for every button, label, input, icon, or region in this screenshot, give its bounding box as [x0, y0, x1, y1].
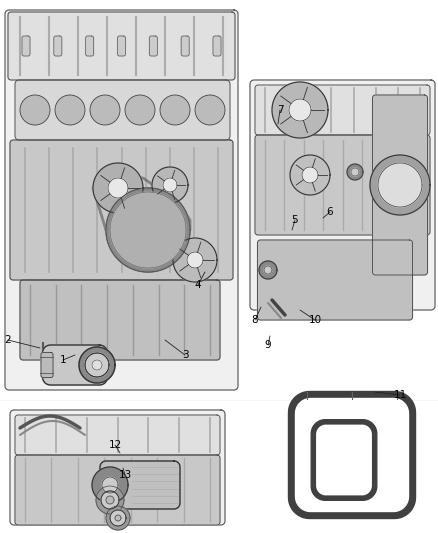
Polygon shape	[22, 36, 30, 56]
Polygon shape	[8, 12, 235, 80]
Polygon shape	[92, 467, 128, 503]
Polygon shape	[311, 419, 377, 500]
Polygon shape	[264, 266, 272, 274]
Polygon shape	[163, 178, 177, 192]
Polygon shape	[372, 95, 427, 275]
Text: 8: 8	[252, 315, 258, 325]
Polygon shape	[255, 85, 430, 135]
Polygon shape	[347, 164, 363, 180]
Polygon shape	[106, 188, 190, 272]
Polygon shape	[132, 214, 164, 246]
Polygon shape	[106, 188, 190, 272]
Polygon shape	[115, 515, 121, 521]
Polygon shape	[92, 360, 102, 370]
Polygon shape	[181, 36, 189, 56]
Polygon shape	[10, 140, 233, 280]
Polygon shape	[54, 36, 62, 56]
Text: 12: 12	[108, 440, 122, 450]
Polygon shape	[86, 36, 94, 56]
Polygon shape	[152, 167, 188, 203]
Polygon shape	[106, 496, 114, 504]
Polygon shape	[110, 510, 126, 526]
Polygon shape	[258, 240, 413, 320]
Polygon shape	[149, 36, 157, 56]
Polygon shape	[302, 167, 318, 183]
Text: 6: 6	[327, 207, 333, 217]
Polygon shape	[272, 82, 328, 138]
Polygon shape	[108, 178, 128, 198]
Polygon shape	[351, 168, 359, 176]
Text: 11: 11	[393, 390, 406, 400]
Text: 5: 5	[292, 215, 298, 225]
Circle shape	[90, 95, 120, 125]
Polygon shape	[79, 347, 115, 383]
Polygon shape	[378, 163, 422, 207]
Polygon shape	[173, 238, 217, 282]
Text: 9: 9	[265, 340, 271, 350]
Text: 2: 2	[5, 335, 11, 345]
Circle shape	[125, 95, 155, 125]
Polygon shape	[101, 491, 119, 509]
Polygon shape	[106, 506, 130, 530]
Polygon shape	[5, 10, 238, 390]
Polygon shape	[20, 280, 220, 360]
Polygon shape	[289, 99, 311, 121]
Text: 1: 1	[60, 355, 66, 365]
Polygon shape	[93, 163, 143, 213]
Polygon shape	[110, 192, 186, 268]
Circle shape	[55, 95, 85, 125]
Polygon shape	[296, 399, 409, 512]
Polygon shape	[255, 135, 430, 235]
Polygon shape	[85, 353, 109, 377]
Text: 3: 3	[182, 350, 188, 360]
Polygon shape	[10, 410, 225, 525]
Polygon shape	[100, 461, 180, 509]
Polygon shape	[370, 155, 430, 215]
Circle shape	[195, 95, 225, 125]
Text: 13: 13	[118, 470, 132, 480]
Polygon shape	[187, 252, 203, 268]
Polygon shape	[250, 80, 435, 310]
Text: 7: 7	[277, 105, 283, 115]
Polygon shape	[96, 486, 124, 514]
Polygon shape	[290, 155, 330, 195]
Circle shape	[20, 95, 50, 125]
Polygon shape	[85, 353, 109, 377]
Polygon shape	[15, 415, 220, 455]
Polygon shape	[117, 36, 126, 56]
Text: 4: 4	[194, 280, 201, 290]
Polygon shape	[317, 425, 371, 495]
Polygon shape	[42, 345, 107, 385]
Circle shape	[160, 95, 190, 125]
Text: 10: 10	[308, 315, 321, 325]
Polygon shape	[289, 392, 416, 519]
Polygon shape	[15, 455, 220, 525]
Polygon shape	[101, 491, 119, 509]
Polygon shape	[102, 477, 118, 493]
Polygon shape	[41, 352, 53, 377]
Polygon shape	[259, 261, 277, 279]
Polygon shape	[213, 36, 221, 56]
Polygon shape	[110, 510, 126, 526]
Polygon shape	[15, 80, 230, 140]
